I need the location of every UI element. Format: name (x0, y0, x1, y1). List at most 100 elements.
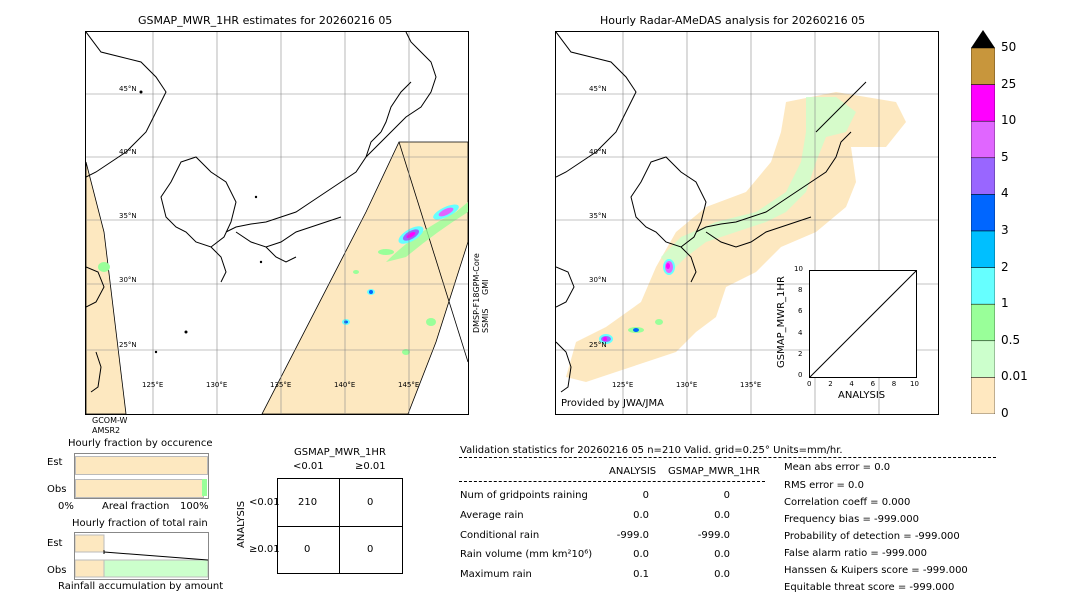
occ-est-label: Est (47, 457, 63, 468)
cont-grid: 210 0 0 0 (277, 478, 403, 574)
val-row-gsmap: -999.0 (697, 530, 730, 541)
score-pod: Probability of detection = -999.000 (784, 531, 960, 542)
cont-cell-10: 0 (304, 544, 311, 555)
colorbar-segment (970, 84, 996, 122)
scatter-xtick: 8 (891, 380, 897, 388)
score-mae: Mean abs error = 0.0 (784, 462, 891, 473)
scatter-ylabel: GSMAP_MWR_1HR (776, 276, 787, 368)
colorbar-segment (970, 303, 996, 342)
score-ets: Equitable threat score = -999.000 (784, 582, 955, 593)
val-divider-top (459, 457, 996, 458)
occ-obs-label: Obs (47, 484, 67, 495)
cont-row-lt: <0.01 (249, 497, 280, 508)
val-row-analysis: 0.1 (633, 569, 649, 580)
val-row-gsmap: 0.0 (714, 549, 730, 560)
left-lat-35: 35°N (119, 212, 137, 220)
left-lon-135: 135°E (270, 381, 292, 389)
left-lon-130: 130°E (206, 381, 228, 389)
cont-row-ge: ≥0.01 (249, 544, 280, 555)
colorbar-segment (970, 120, 996, 159)
occ-chart (74, 453, 209, 499)
cont-col-ge: ≥0.01 (355, 461, 386, 472)
score-hk: Hanssen & Kuipers score = -999.000 (784, 565, 968, 576)
total-chart-canvas (74, 534, 209, 578)
val-row-analysis: -999.0 (616, 530, 649, 541)
colorbar-tick-label: 3 (1001, 223, 1009, 237)
val-row-analysis: 0.0 (633, 549, 649, 560)
scatter-inset (809, 270, 917, 378)
left-lon-125: 125°E (142, 381, 164, 389)
right-lat-35: 35°N (589, 212, 607, 220)
coverage-area (566, 92, 906, 382)
val-row-analysis: 0 (642, 490, 649, 501)
scatter-ytick: 0 (798, 371, 803, 379)
colorbar-segment (970, 377, 996, 415)
val-row-gsmap: 0.0 (714, 510, 730, 521)
swath-right (261, 141, 468, 414)
colorbar-segment (970, 157, 996, 195)
total-chart (74, 532, 209, 580)
val-col-gsmap: GSMAP_MWR_1HR (668, 466, 760, 477)
scatter-xlabel: ANALYSIS (838, 390, 886, 401)
left-lat-25: 25°N (119, 341, 137, 349)
val-row-gsmap: 0.0 (714, 569, 730, 580)
scatter-xtick: 6 (870, 380, 876, 388)
val-row-label: Rain volume (mm km²10⁶) (460, 549, 593, 560)
colorbar-tick-label: 0.01 (1001, 369, 1028, 384)
swath-label-bottom-2: AMSR2 (92, 426, 121, 435)
colorbar-tick-label: 25 (1001, 76, 1017, 91)
scatter-ytick: 10 (794, 265, 803, 273)
val-row-label: Maximum rain (460, 569, 532, 580)
total-title: Hourly fraction of total rain (72, 518, 208, 529)
scatter-ytick: 2 (798, 349, 803, 358)
total-est-label: Est (47, 538, 63, 549)
val-row-gsmap: 0 (723, 490, 730, 501)
cont-title: GSMAP_MWR_1HR (294, 447, 386, 458)
scatter-xtick: 0 (807, 380, 812, 388)
colorbar-segment (970, 267, 996, 305)
left-lat-30: 30°N (119, 276, 137, 284)
left-lat-45: 45°N (119, 85, 137, 93)
scatter-xtick: 4 (849, 380, 854, 388)
credit-text: Provided by JWA/JMA (561, 398, 664, 409)
left-lon-140: 140°E (334, 381, 356, 389)
colorbar-tick-label: 5 (1001, 149, 1009, 164)
val-col-analysis: ANALYSIS (609, 466, 657, 477)
left-lon-145: 145°E (398, 381, 420, 389)
cont-cell-11: 0 (367, 544, 374, 555)
colorbar (970, 30, 996, 415)
occ-est-bar (75, 456, 208, 475)
occ-obs-sliver (202, 479, 207, 496)
colorbar-tick-label: 10 (1001, 113, 1017, 128)
swath-label-bottom-1: GCOM-W (92, 416, 128, 425)
val-row-label: Average rain (460, 510, 524, 521)
val-row-label: Conditional rain (460, 530, 540, 541)
scatter-diagonal (809, 270, 917, 378)
left-map-title: GSMAP_MWR_1HR estimates for 20260216 05 (138, 14, 393, 27)
left-lat-40: 40°N (119, 148, 137, 156)
colorbar-segment (970, 47, 996, 85)
cont-side-label: ANALYSIS (236, 500, 247, 548)
left-map: 45°N 40°N 35°N 30°N 25°N 125°E 130°E 135… (85, 31, 469, 415)
colorbar-tick-label: 0 (1001, 406, 1009, 420)
scatter-plot (809, 270, 917, 378)
scatter-ytick: 6 (798, 307, 803, 316)
colorbar-tick-label: 4 (1001, 186, 1009, 201)
cont-col-lt: <0.01 (293, 461, 324, 472)
total-axis-label: Rainfall accumulation by amount (58, 581, 224, 592)
colorbar-canvas (970, 30, 996, 415)
swath-label-right: DMSP-F18GPM-Core SSMIS GMI (472, 253, 490, 333)
colorbar-segment (970, 340, 996, 378)
val-divider-mid (459, 481, 765, 482)
colorbar-tick-label: 2 (1001, 259, 1009, 274)
right-map-title: Hourly Radar-AMeDAS analysis for 2026021… (600, 14, 866, 27)
colorbar-tick-label: 50 (1001, 40, 1017, 54)
right-lat-45: 45°N (589, 85, 607, 93)
occ-axis-mid: Areal fraction (102, 501, 170, 512)
scatter-xtick: 10 (910, 380, 919, 388)
score-rms: RMS error = 0.0 (784, 480, 864, 491)
swath-left (86, 161, 127, 414)
colorbar-tick-label: 1 (1001, 296, 1009, 311)
right-lon-135: 135°E (740, 381, 762, 389)
colorbar-segment (970, 230, 996, 268)
